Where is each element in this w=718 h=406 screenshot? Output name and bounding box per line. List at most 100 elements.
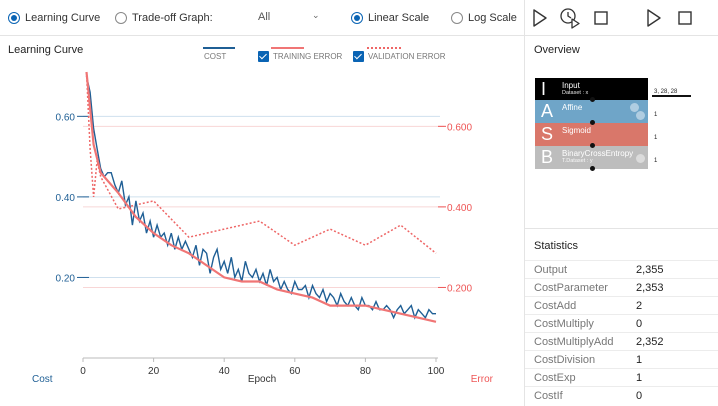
play-icon xyxy=(533,9,547,27)
chart-title: Learning Curve xyxy=(8,44,84,56)
connector-dot xyxy=(590,143,595,148)
run-button[interactable] xyxy=(528,6,552,30)
stat-key: CostMultiply xyxy=(534,318,594,330)
cost-series-line xyxy=(85,75,436,320)
parameter-icon xyxy=(630,103,639,112)
stop-icon xyxy=(594,11,608,25)
stat-row: CostAdd 2 xyxy=(525,296,718,314)
parameter-icon xyxy=(636,111,645,120)
chart-grid xyxy=(77,115,446,362)
stat-key: CostIf xyxy=(534,390,563,402)
evaluate-button[interactable] xyxy=(642,6,666,30)
clock-play-icon xyxy=(560,8,580,29)
y-left-tick-label: 0.60 xyxy=(56,112,76,123)
radio-selected-icon xyxy=(351,12,363,24)
node-dim-label: 3, 28, 28 xyxy=(654,89,678,95)
stat-row: Output 2,355 xyxy=(525,260,718,278)
y-right-tick-label: 0.400 xyxy=(447,203,472,214)
node-sub: Dataset : x xyxy=(562,90,589,96)
connector-dot xyxy=(590,166,595,171)
checkbox-checked-icon[interactable] xyxy=(353,51,364,62)
stop-button[interactable] xyxy=(589,6,613,30)
stat-value: 1 xyxy=(636,354,643,366)
x-tick-label: 80 xyxy=(360,366,372,377)
right-axis-label: Error xyxy=(471,374,494,385)
chart-ticks: 0.20 0.40 0.60 0.200 0.400 0.600 0 20 40 60 80 100 xyxy=(56,112,473,377)
run-with-profile-button[interactable] xyxy=(558,6,582,30)
y-right-tick-label: 0.200 xyxy=(447,283,472,294)
node-dim-label: 1 xyxy=(654,135,658,141)
y-right-tick-label: 0.600 xyxy=(447,122,472,133)
learning-curve-label: Learning Curve xyxy=(25,12,101,24)
stat-key: CostMultiplyAdd xyxy=(534,336,614,348)
tradeoff-graph-radio[interactable]: Trade-off Graph: xyxy=(115,10,213,26)
node-name: Sigmoid xyxy=(562,126,591,135)
linear-scale-label: Linear Scale xyxy=(368,12,430,24)
stat-row: CostMultiplyAdd 2,352 xyxy=(525,332,718,350)
node-letter: B xyxy=(541,147,554,167)
stat-key: CostParameter xyxy=(534,282,608,294)
stat-row: CostMultiply 0 xyxy=(525,314,718,332)
node-letter: S xyxy=(541,124,554,144)
panel-divider xyxy=(524,0,525,406)
log-scale-label: Log Scale xyxy=(468,12,517,24)
left-axis-label: Cost xyxy=(32,374,53,385)
stat-value: 2,353 xyxy=(636,282,664,294)
statistics-title: Statistics xyxy=(534,240,579,252)
network-node-affine[interactable]: A Affine xyxy=(535,100,648,123)
legend-training-swatch xyxy=(271,47,304,49)
radio-icon xyxy=(451,12,463,24)
network-node-loss[interactable]: B BinaryCrossEntropy T.Dataset : y xyxy=(535,146,648,169)
x-tick-label: 0 xyxy=(80,366,86,377)
node-letter: I xyxy=(541,79,547,99)
legend-validation-label: VALIDATION ERROR xyxy=(368,52,446,61)
stat-key: CostExp xyxy=(534,372,576,384)
toolbar: Learning Curve Trade-off Graph: All ⌄ Li… xyxy=(0,0,718,36)
stat-value: 1 xyxy=(636,372,643,384)
panel-separator xyxy=(525,228,718,229)
stat-key: CostAdd xyxy=(534,300,577,312)
stop-icon xyxy=(678,11,692,25)
log-scale-radio[interactable]: Log Scale xyxy=(451,10,517,26)
stat-key: Output xyxy=(534,264,568,276)
stat-value: 0 xyxy=(636,390,643,402)
validation-error-series-line xyxy=(85,71,437,254)
x-axis-label: Epoch xyxy=(248,374,276,385)
output-link xyxy=(652,95,691,97)
stat-value: 2,355 xyxy=(636,264,664,276)
y-left-tick-label: 0.40 xyxy=(56,193,76,204)
network-node-sigmoid[interactable]: S Sigmoid xyxy=(535,123,648,146)
node-name: Affine xyxy=(562,103,583,112)
tradeoff-select[interactable]: All ⌄ xyxy=(246,10,330,26)
node-dim-label: 1 xyxy=(654,158,658,164)
tradeoff-select-value: All xyxy=(258,11,271,23)
evaluate-stop-button[interactable] xyxy=(673,6,697,30)
chevron-down-icon: ⌄ xyxy=(312,10,320,20)
learning-curve-radio[interactable]: Learning Curve xyxy=(8,10,100,26)
checkbox-checked-icon[interactable] xyxy=(258,51,269,62)
x-tick-label: 60 xyxy=(289,366,301,377)
stat-value: 2,352 xyxy=(636,336,664,348)
network-node-input[interactable]: I Input Dataset : x xyxy=(535,78,648,100)
node-name: Input xyxy=(562,81,580,90)
x-tick-label: 20 xyxy=(148,366,160,377)
y-left-tick-label: 0.20 xyxy=(56,273,76,284)
legend-cost-swatch xyxy=(203,47,235,49)
connector-dot xyxy=(590,97,595,102)
stat-row: CostExp 1 xyxy=(525,368,718,386)
node-name: BinaryCrossEntropy xyxy=(562,149,634,158)
play-icon xyxy=(647,9,661,27)
stat-row: CostDivision 1 xyxy=(525,350,718,368)
stat-value: 2 xyxy=(636,300,643,312)
stat-value: 0 xyxy=(636,318,643,330)
legend-validation-swatch xyxy=(367,47,401,49)
linear-scale-radio[interactable]: Linear Scale xyxy=(351,10,429,26)
node-sub: T.Dataset : y xyxy=(562,158,593,164)
stat-row: CostParameter 2,353 xyxy=(525,278,718,296)
legend-training-label: TRAINING ERROR xyxy=(273,52,343,61)
tradeoff-graph-label: Trade-off Graph: xyxy=(132,12,213,24)
parameter-icon xyxy=(636,154,645,163)
radio-selected-icon xyxy=(8,12,20,24)
x-tick-label: 40 xyxy=(219,366,231,377)
